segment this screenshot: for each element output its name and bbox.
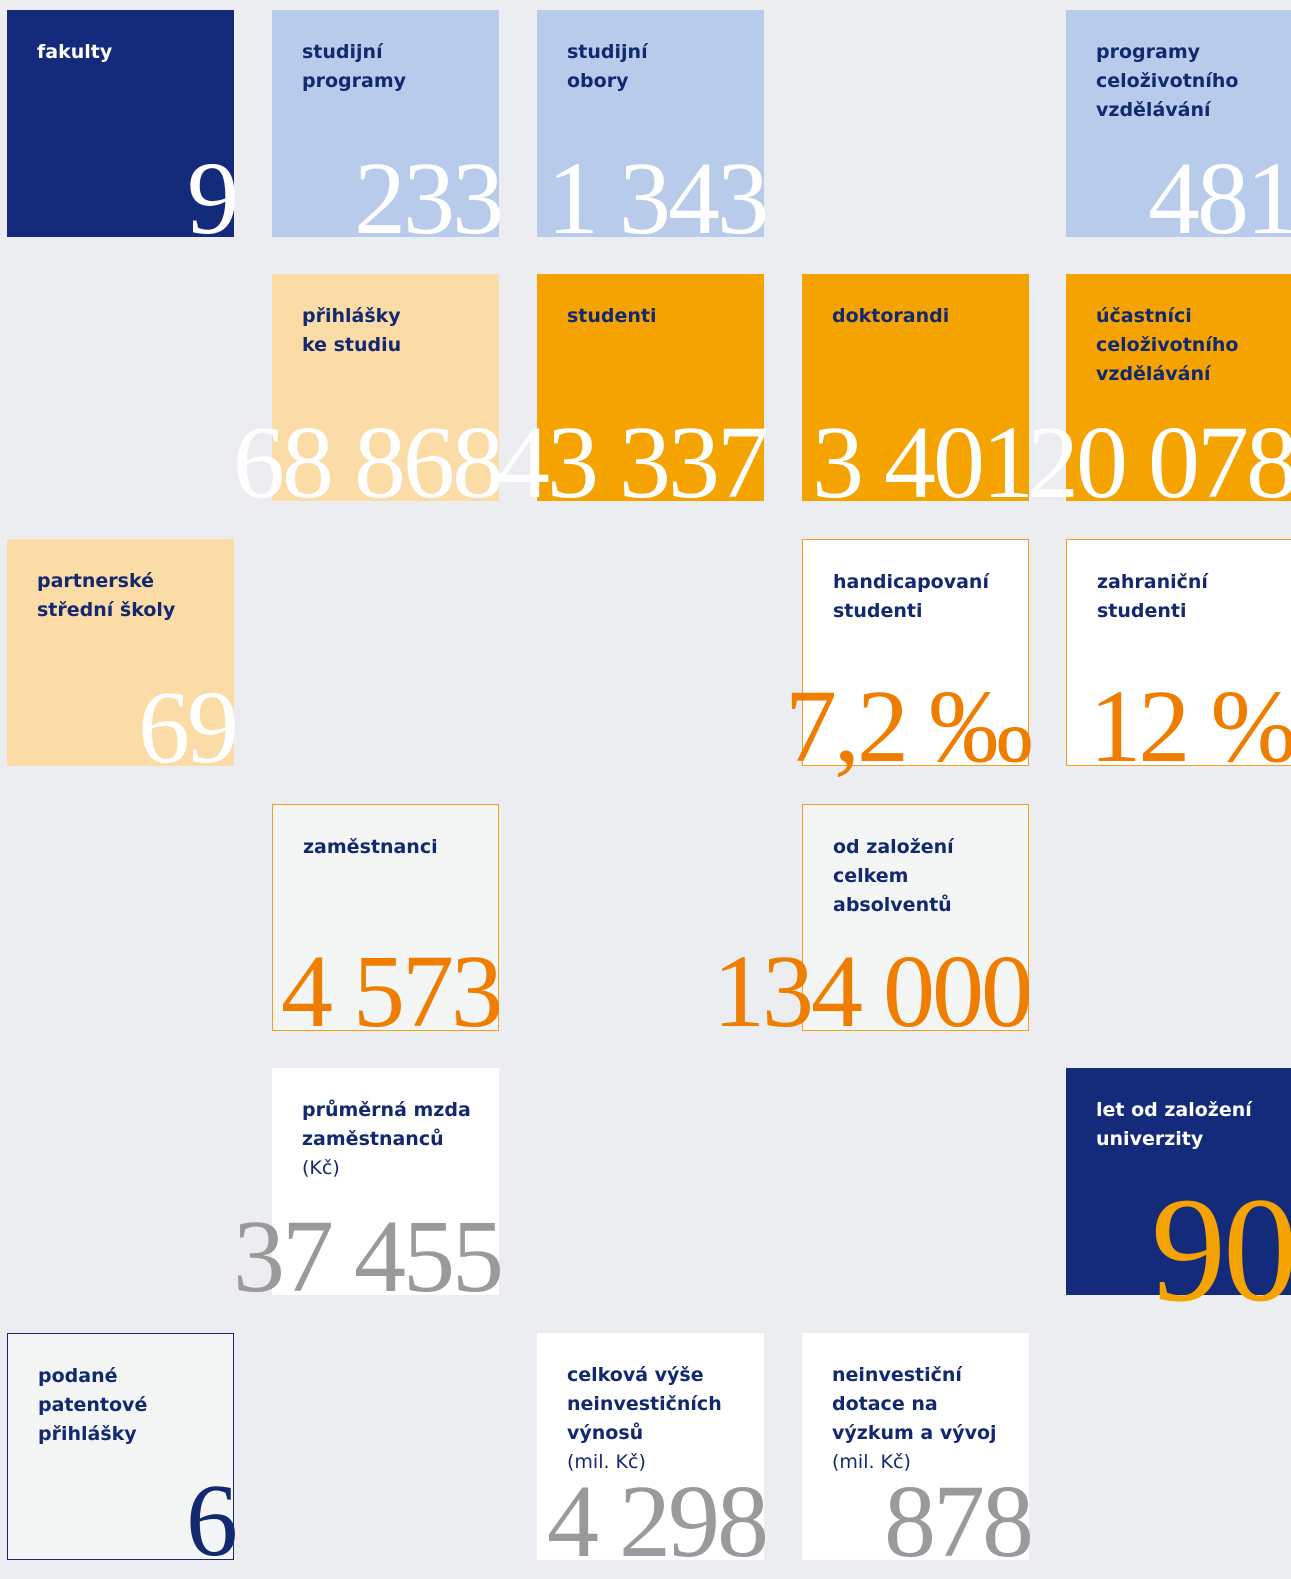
stat-tile: zaměstnanci 4 573 — [272, 804, 503, 1044]
tile-label: studijní programy — [302, 38, 406, 96]
tile-value: 233 — [354, 141, 504, 256]
tile-label: účastníci celoživotního vzdělávání — [1096, 302, 1238, 389]
label-text: od založení celkem absolventů — [833, 836, 954, 916]
stat-tile: fakulty 9 — [7, 10, 239, 251]
label-text: podané patentové přihlášky — [38, 1365, 148, 1445]
stat-tile: podané patentové přihlášky 6 — [7, 1333, 238, 1573]
stat-tile: studijní programy 233 — [272, 10, 504, 251]
stat-tile: neinvestiční dotace na výzkum a vývoj (mi… — [802, 1333, 1034, 1574]
tile-value: 9 — [187, 141, 239, 256]
tile-label: let od založení univerzity — [1096, 1096, 1252, 1154]
tile-value: 20 078 — [1027, 405, 1291, 520]
tile-value: 4 298 — [547, 1464, 769, 1579]
tile-value: 68 868 — [233, 405, 504, 520]
label-text: studijní obory — [567, 41, 648, 92]
tile-value: 4 573 — [281, 934, 503, 1049]
label-text: programy celoživotního vzdělávání — [1096, 41, 1239, 121]
stat-tile: od založení celkem absolventů 134 000 — [713, 804, 1033, 1044]
tile-value: 7,2 ‰ — [785, 669, 1033, 784]
stat-tile: handicapovaní studenti 7,2 ‰ — [785, 539, 1033, 779]
tile-label: neinvestiční dotace na výzkum a vývoj (mi… — [832, 1361, 997, 1477]
unit-text: (mil. Kč) — [567, 1451, 646, 1473]
label-text: partnerské střední školy — [37, 570, 176, 621]
unit-text: (mil. Kč) — [832, 1451, 911, 1473]
tile-value: 1 343 — [547, 141, 769, 256]
tile-value: 878 — [884, 1464, 1034, 1579]
tile-value: 134 000 — [713, 934, 1033, 1049]
tile-value: 69 — [138, 670, 239, 785]
label-text: studijní programy — [302, 41, 406, 92]
label-text: fakulty — [37, 41, 113, 63]
label-text: zaměstnanci — [303, 836, 438, 858]
label-text: let od založení univerzity — [1096, 1099, 1252, 1150]
label-text: přihlášky ke studiu — [302, 305, 402, 356]
stat-tile: let od založení univerzity 90 — [1066, 1068, 1291, 1325]
unit-text: (Kč) — [302, 1157, 340, 1179]
label-text: doktorandi — [832, 305, 950, 327]
tile-label: podané patentové přihlášky — [38, 1362, 147, 1449]
tile-value: 3 401 — [812, 405, 1034, 520]
tile-label: celková výše neinvestičních výnosů (mil. … — [567, 1361, 722, 1477]
label-text: neinvestiční dotace na výzkum a vývoj — [832, 1364, 997, 1444]
label-text: studenti — [567, 305, 657, 327]
tile-value: 43 337 — [498, 405, 769, 520]
label-text: zahraniční studenti — [1097, 571, 1208, 622]
tile-label: studenti — [567, 302, 657, 331]
stat-tile: programy celoživotního vzdělávání 481 — [1066, 10, 1291, 251]
stat-tile: průměrná mzda zaměstnanců (Kč) 37 455 — [233, 1068, 504, 1309]
stat-tile: partnerské střední školy 69 — [7, 539, 239, 780]
label-text: účastníci celoživotního vzdělávání — [1096, 305, 1239, 385]
tile-label: od založení celkem absolventů — [833, 833, 954, 920]
tile-label: studijní obory — [567, 38, 648, 96]
tile-value: 481 — [1148, 141, 1291, 256]
tile-value: 37 455 — [233, 1199, 504, 1314]
stat-tile: studenti 43 337 — [498, 274, 769, 515]
label-text: celková výše neinvestičních výnosů — [567, 1364, 722, 1444]
tile-label: zaměstnanci — [303, 833, 438, 862]
tile-label: handicapovaní studenti — [833, 568, 989, 626]
tile-label: partnerské střední školy — [37, 567, 175, 625]
stat-tile: účastníci celoživotního vzdělávání 20 078 — [1027, 274, 1291, 515]
tile-label: doktorandi — [832, 302, 949, 331]
tile-label: průměrná mzda zaměstnanců (Kč) — [302, 1096, 471, 1183]
tile-label: fakulty — [37, 38, 112, 67]
tile-label: programy celoživotního vzdělávání — [1096, 38, 1238, 125]
tile-value: 6 — [186, 1463, 238, 1578]
tile-label: zahraniční studenti — [1097, 568, 1208, 626]
tile-value: 90 — [1151, 1167, 1291, 1333]
label-text: průměrná mzda zaměstnanců — [302, 1099, 471, 1150]
tile-value: 12 % — [1089, 669, 1291, 784]
stat-tile: zahraniční studenti 12 % — [1066, 539, 1291, 779]
tile-label: přihlášky ke studiu — [302, 302, 401, 360]
stat-tile: doktorandi 3 401 — [802, 274, 1034, 515]
stat-tile: studijní obory 1 343 — [537, 10, 769, 251]
stat-tile: přihlášky ke studiu 68 868 — [233, 274, 504, 515]
label-text: handicapovaní studenti — [833, 571, 989, 622]
stat-tile: celková výše neinvestičních výnosů (mil. … — [537, 1333, 769, 1574]
